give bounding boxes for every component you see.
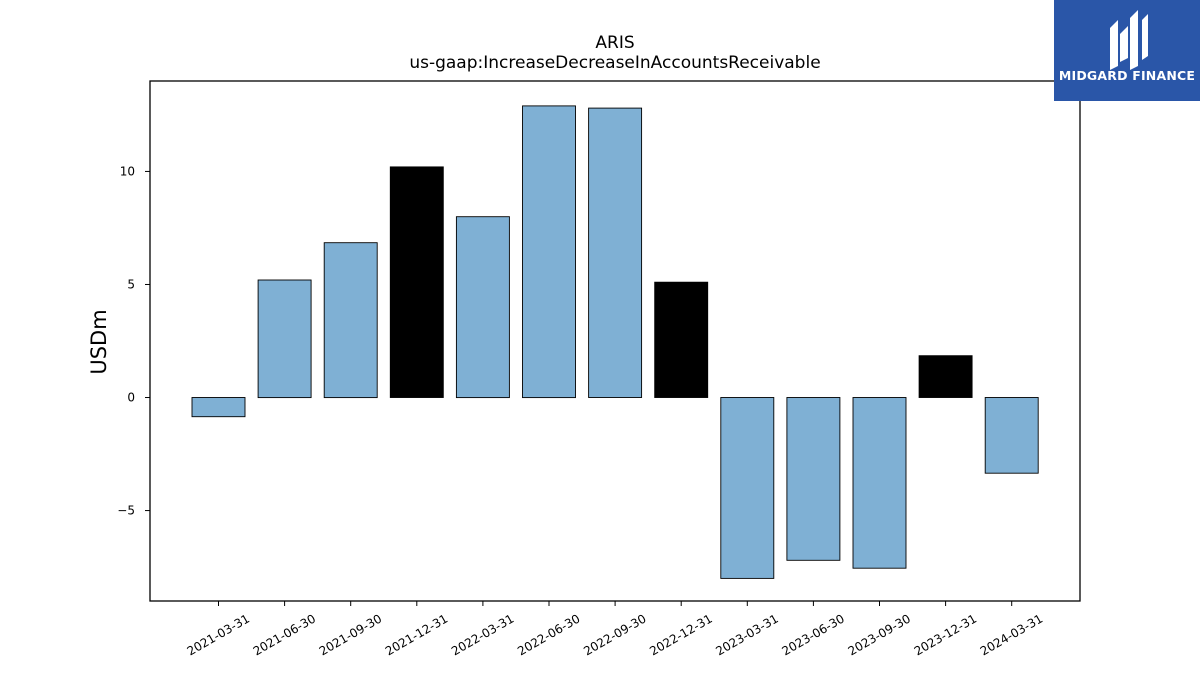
bar-2023-03-31 bbox=[720, 397, 775, 579]
bar-2023-09-30 bbox=[852, 397, 907, 569]
x-tick-label: 2023-09-30 bbox=[846, 611, 913, 658]
bar-2021-12-31 bbox=[389, 166, 444, 398]
x-tick-label: 2022-12-31 bbox=[647, 611, 714, 658]
bar-2022-09-30 bbox=[588, 107, 643, 398]
x-tick-label: 2023-06-30 bbox=[779, 611, 846, 658]
x-tick-label: 2022-09-30 bbox=[581, 611, 648, 658]
logo-text: MIDGARD FINANCE bbox=[1058, 68, 1196, 83]
logo: MIDGARD FINANCE bbox=[1054, 0, 1200, 101]
bar-2021-03-31 bbox=[191, 397, 246, 418]
y-tick-label: 10 bbox=[120, 164, 135, 178]
y-tick-label: −5 bbox=[117, 504, 135, 518]
bar-2022-03-31 bbox=[455, 216, 510, 399]
x-tick-label: 2024-03-31 bbox=[978, 611, 1045, 658]
x-tick-label: 2021-09-30 bbox=[317, 611, 384, 658]
chart-title: ARIS bbox=[595, 33, 634, 53]
x-tick-label: 2021-12-31 bbox=[383, 611, 450, 658]
y-tick-label: 5 bbox=[127, 277, 135, 291]
x-tick-label: 2021-06-30 bbox=[251, 611, 318, 658]
plot-frame bbox=[149, 80, 1081, 602]
midgard-logo-icon bbox=[1110, 10, 1148, 70]
x-tick-label: 2023-12-31 bbox=[912, 611, 979, 658]
bar-2022-06-30 bbox=[522, 105, 576, 399]
bar-2023-12-31 bbox=[918, 355, 973, 398]
x-tick-label: 2022-03-31 bbox=[449, 611, 516, 658]
bar-2022-12-31 bbox=[654, 281, 709, 398]
chart-subtitle: us-gaap:IncreaseDecreaseInAccountsReceiv… bbox=[409, 53, 820, 73]
y-axis-label: USDm bbox=[87, 309, 111, 374]
bar-2021-06-30 bbox=[257, 279, 312, 399]
x-tick-label: 2023-03-31 bbox=[713, 611, 780, 658]
y-ticks: −5 0 5 10 bbox=[117, 164, 150, 518]
bar-2023-06-30 bbox=[786, 397, 841, 561]
x-ticks: 2021-03-312021-06-302021-09-302021-12-31… bbox=[185, 601, 1045, 658]
bars bbox=[191, 105, 1039, 579]
bar-2024-03-31 bbox=[984, 397, 1039, 474]
x-tick-label: 2021-03-31 bbox=[185, 611, 252, 658]
bar-2021-09-30 bbox=[323, 242, 378, 399]
x-tick-label: 2022-06-30 bbox=[515, 611, 582, 658]
y-tick-label: 0 bbox=[127, 391, 135, 405]
